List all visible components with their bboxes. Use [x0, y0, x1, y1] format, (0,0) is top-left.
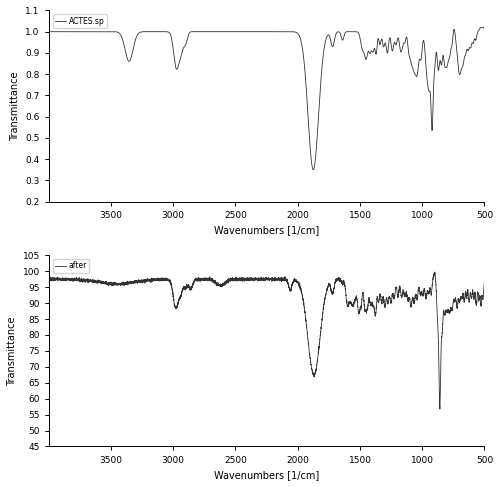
ACTES.sp	[46, 29, 52, 35]
after	[125, 281, 131, 287]
ACTES.sp	[307, 143, 313, 149]
after	[482, 279, 488, 285]
ACTES.sp	[329, 43, 335, 49]
Line: ACTES.sp: ACTES.sp	[49, 27, 484, 170]
after	[329, 290, 335, 296]
ACTES.sp	[371, 46, 377, 52]
ACTES.sp	[310, 167, 316, 173]
ACTES.sp	[125, 57, 131, 63]
after	[307, 356, 313, 361]
ACTES.sp	[404, 36, 410, 42]
X-axis label: Wavenumbers [1/cm]: Wavenumbers [1/cm]	[214, 225, 319, 235]
Line: after: after	[49, 272, 484, 409]
after	[212, 281, 218, 287]
after	[437, 406, 443, 412]
after	[404, 292, 410, 298]
after	[371, 303, 377, 309]
after	[432, 269, 438, 275]
Y-axis label: Transmittance: Transmittance	[7, 316, 17, 386]
ACTES.sp	[212, 29, 218, 35]
ACTES.sp	[478, 24, 484, 30]
Y-axis label: Transmittance: Transmittance	[10, 71, 20, 141]
ACTES.sp	[482, 26, 488, 32]
after	[46, 275, 52, 281]
Legend: ACTES.sp: ACTES.sp	[52, 14, 106, 28]
X-axis label: Wavenumbers [1/cm]: Wavenumbers [1/cm]	[214, 470, 319, 480]
Legend: after: after	[52, 259, 90, 273]
